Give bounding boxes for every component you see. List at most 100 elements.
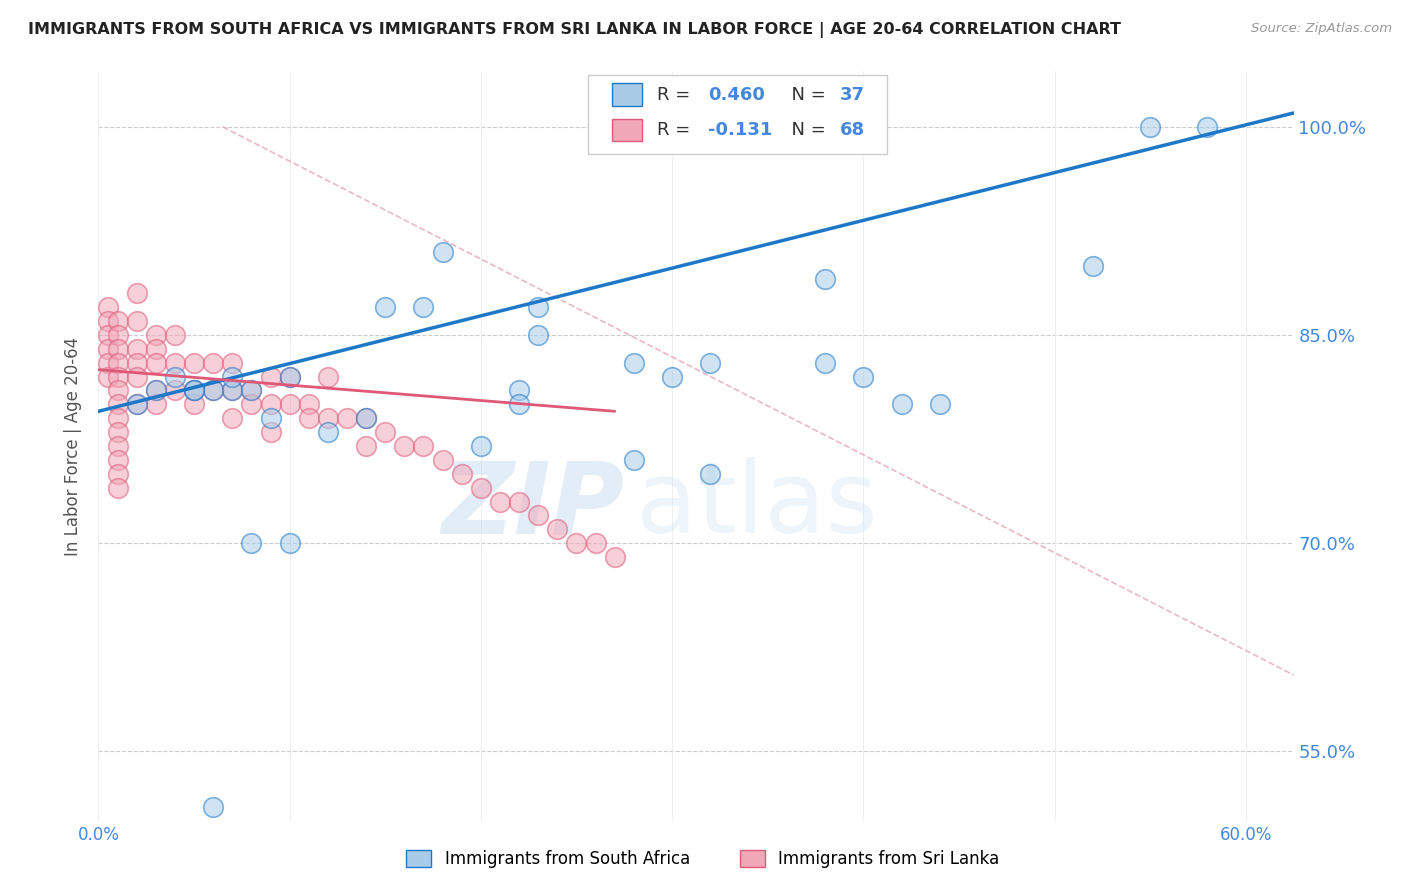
Text: 0.460: 0.460 — [709, 86, 765, 103]
Point — [107, 467, 129, 481]
Point — [527, 300, 550, 314]
Point — [107, 342, 129, 356]
Point — [107, 425, 129, 439]
Point — [394, 439, 416, 453]
Point — [221, 384, 243, 398]
Point — [97, 342, 120, 356]
Point — [508, 494, 530, 508]
Point — [316, 411, 339, 425]
Point — [278, 397, 301, 411]
Point — [221, 411, 243, 425]
Text: R =: R = — [657, 86, 696, 103]
Point — [125, 397, 148, 411]
Point — [412, 300, 434, 314]
Text: IMMIGRANTS FROM SOUTH AFRICA VS IMMIGRANTS FROM SRI LANKA IN LABOR FORCE | AGE 2: IMMIGRANTS FROM SOUTH AFRICA VS IMMIGRAN… — [28, 22, 1121, 38]
Point — [221, 356, 243, 370]
Point — [183, 384, 205, 398]
Point — [890, 397, 912, 411]
Point — [354, 439, 377, 453]
Text: Source: ZipAtlas.com: Source: ZipAtlas.com — [1251, 22, 1392, 36]
Point — [450, 467, 472, 481]
Text: N =: N = — [780, 121, 831, 139]
Point — [202, 384, 225, 398]
Point — [585, 536, 607, 550]
Point — [107, 411, 129, 425]
Point — [107, 314, 129, 328]
Point — [107, 356, 129, 370]
Text: 37: 37 — [839, 86, 865, 103]
FancyBboxPatch shape — [589, 75, 887, 153]
Point — [432, 453, 454, 467]
Point — [125, 314, 148, 328]
Point — [163, 356, 186, 370]
Y-axis label: In Labor Force | Age 20-64: In Labor Force | Age 20-64 — [65, 336, 83, 556]
Point — [623, 356, 645, 370]
Point — [125, 369, 148, 384]
Point — [336, 411, 359, 425]
Point — [107, 328, 129, 343]
Point — [240, 397, 263, 411]
Point — [1081, 259, 1104, 273]
Point — [145, 384, 167, 398]
Point — [97, 328, 120, 343]
FancyBboxPatch shape — [613, 119, 643, 142]
Point — [623, 453, 645, 467]
Point — [814, 272, 837, 286]
Text: 68: 68 — [839, 121, 865, 139]
Point — [125, 397, 148, 411]
Point — [202, 799, 225, 814]
Point — [97, 314, 120, 328]
Point — [183, 397, 205, 411]
Point — [546, 522, 568, 536]
Point — [278, 369, 301, 384]
Point — [240, 384, 263, 398]
Point — [221, 369, 243, 384]
Point — [97, 356, 120, 370]
Point — [163, 369, 186, 384]
Point — [852, 369, 875, 384]
Point — [489, 494, 512, 508]
Text: N =: N = — [780, 86, 831, 103]
Point — [183, 356, 205, 370]
Point — [412, 439, 434, 453]
Point — [527, 508, 550, 523]
Point — [125, 356, 148, 370]
Point — [107, 384, 129, 398]
Point — [221, 384, 243, 398]
Point — [928, 397, 950, 411]
Text: ZIP: ZIP — [441, 458, 624, 555]
Point — [699, 356, 721, 370]
Point — [432, 244, 454, 259]
Point — [202, 356, 225, 370]
Point — [97, 300, 120, 314]
Point — [470, 439, 492, 453]
FancyBboxPatch shape — [613, 84, 643, 106]
Legend: Immigrants from South Africa, Immigrants from Sri Lanka: Immigrants from South Africa, Immigrants… — [399, 843, 1007, 875]
Point — [107, 439, 129, 453]
Point — [259, 425, 281, 439]
Point — [107, 453, 129, 467]
Point — [97, 369, 120, 384]
Point — [508, 397, 530, 411]
Point — [298, 397, 321, 411]
Point — [145, 342, 167, 356]
Point — [1139, 120, 1161, 134]
Point — [699, 467, 721, 481]
Point — [125, 342, 148, 356]
Point — [107, 369, 129, 384]
Point — [259, 369, 281, 384]
Point — [316, 369, 339, 384]
Point — [374, 425, 396, 439]
Point — [470, 481, 492, 495]
Point — [278, 369, 301, 384]
Point — [183, 384, 205, 398]
Text: atlas: atlas — [637, 458, 877, 555]
Point — [163, 384, 186, 398]
Point — [145, 384, 167, 398]
Point — [603, 549, 626, 564]
Point — [508, 384, 530, 398]
Point — [1197, 120, 1219, 134]
Point — [202, 384, 225, 398]
Point — [145, 328, 167, 343]
Point — [145, 356, 167, 370]
